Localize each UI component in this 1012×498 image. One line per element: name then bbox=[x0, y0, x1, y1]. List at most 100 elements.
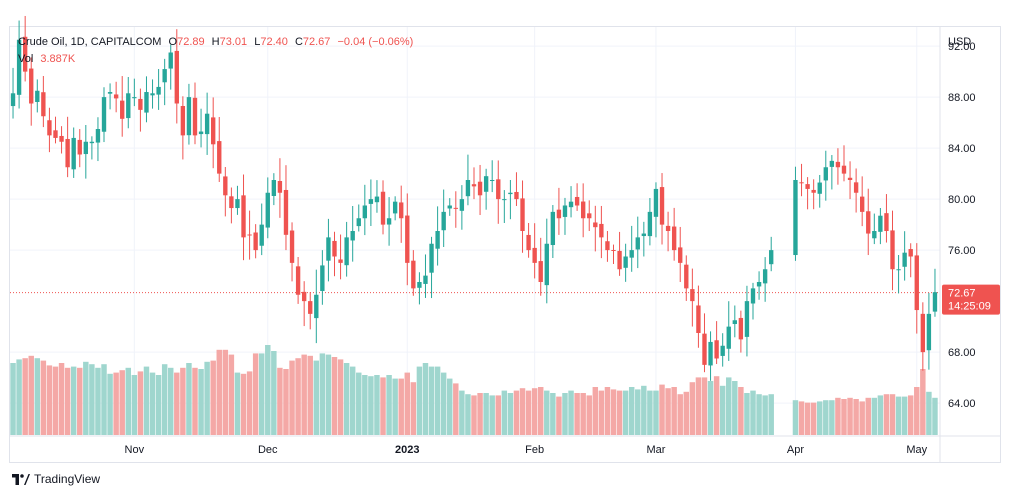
candle-body bbox=[866, 211, 871, 234]
candle-body bbox=[611, 249, 616, 251]
volume-bar bbox=[592, 387, 599, 435]
candle-body bbox=[817, 182, 822, 194]
candle-body bbox=[696, 305, 701, 333]
volume-bar bbox=[307, 355, 313, 435]
volume-bar bbox=[265, 345, 271, 435]
volume-bar bbox=[380, 377, 386, 435]
volume-bars bbox=[10, 345, 938, 435]
candle-body bbox=[835, 161, 841, 168]
volume-bar bbox=[683, 391, 690, 435]
candle-body bbox=[477, 181, 483, 196]
candle-body bbox=[283, 189, 289, 235]
volume-bar bbox=[149, 372, 156, 435]
volume-bar bbox=[835, 397, 841, 435]
candle-body bbox=[35, 90, 40, 102]
candle-body bbox=[198, 131, 204, 135]
volume-bar bbox=[46, 365, 53, 435]
candle-body bbox=[77, 139, 82, 155]
candle-body bbox=[829, 160, 835, 167]
price-tick-label: 80.00 bbox=[948, 194, 976, 206]
time-tick-label: Feb bbox=[525, 444, 544, 456]
candle-body bbox=[878, 215, 883, 232]
volume-bar bbox=[877, 395, 884, 435]
candle-body bbox=[483, 176, 489, 192]
candle-body bbox=[762, 269, 768, 284]
volume-bar bbox=[653, 390, 659, 435]
candle-body bbox=[702, 333, 707, 365]
price-badge-bg bbox=[942, 284, 1000, 315]
volume-bar bbox=[762, 395, 768, 435]
candle-body bbox=[126, 93, 131, 119]
candle-body bbox=[380, 191, 386, 225]
candle-body bbox=[405, 215, 410, 263]
volume-bar bbox=[119, 370, 125, 435]
high-value: 73.01 bbox=[219, 36, 248, 48]
volume-bar bbox=[519, 388, 526, 435]
candle-body bbox=[811, 189, 816, 193]
candle-body bbox=[204, 113, 210, 135]
candle-body bbox=[368, 199, 374, 204]
volume-legend: Vol 3.887K bbox=[18, 53, 75, 65]
volume-bar bbox=[616, 390, 623, 435]
candle-body bbox=[508, 192, 513, 195]
candle-body bbox=[211, 117, 216, 145]
candle-body bbox=[332, 240, 337, 257]
volume-bar bbox=[914, 387, 920, 435]
footer-brand[interactable]: TradingView bbox=[12, 472, 100, 486]
volume-bar bbox=[901, 396, 908, 435]
close-value: 72.67 bbox=[302, 36, 331, 48]
volume-bar bbox=[16, 359, 22, 435]
volume-bar bbox=[562, 393, 568, 435]
candle-body bbox=[623, 256, 628, 268]
volume-bar bbox=[107, 373, 113, 435]
volume-bar bbox=[604, 387, 611, 435]
volume-bar bbox=[337, 359, 344, 435]
candle-body bbox=[186, 97, 192, 136]
candle-body bbox=[174, 50, 179, 104]
candle-body bbox=[520, 198, 525, 231]
low-value: 72.40 bbox=[260, 36, 288, 48]
candle-body bbox=[41, 92, 46, 117]
candle-body bbox=[884, 213, 889, 231]
candle-body bbox=[374, 196, 380, 203]
candle-body bbox=[653, 188, 659, 217]
volume-bar bbox=[695, 377, 702, 435]
volume-bar bbox=[495, 395, 501, 435]
volume-bar bbox=[483, 393, 489, 435]
change-value: −0.04 (−0.06%) bbox=[337, 36, 414, 48]
volume-bar bbox=[289, 360, 295, 435]
candle-body bbox=[235, 199, 240, 209]
candle-body bbox=[859, 196, 865, 212]
candle-body bbox=[417, 282, 422, 288]
candle-body bbox=[16, 39, 22, 95]
volume-bar bbox=[277, 367, 283, 435]
candle-body bbox=[362, 205, 368, 219]
volume-bar bbox=[216, 349, 222, 435]
volume-bar bbox=[641, 385, 647, 435]
volume-bar bbox=[580, 393, 586, 435]
volume-bar bbox=[404, 372, 411, 435]
volume-bar bbox=[331, 357, 338, 435]
candle-body bbox=[344, 237, 349, 266]
volume-bar bbox=[434, 366, 441, 435]
candle-body bbox=[223, 176, 228, 196]
volume-bar bbox=[246, 371, 253, 435]
volume-bar bbox=[422, 363, 429, 435]
volume-bar bbox=[155, 375, 162, 435]
volume-bar bbox=[531, 388, 538, 435]
brand-label: TradingView bbox=[34, 472, 101, 486]
candle-body bbox=[259, 224, 264, 246]
volume-bar bbox=[70, 366, 77, 435]
price-badge: 72.67 14:25:09 bbox=[942, 284, 1000, 315]
volume-bar bbox=[689, 382, 696, 435]
volume-bar bbox=[101, 364, 107, 435]
candle-body bbox=[435, 231, 440, 249]
symbol-label: Crude Oil, 1D, CAPITALCOM bbox=[18, 36, 162, 48]
volume-bar bbox=[768, 394, 774, 435]
volume-bar bbox=[671, 387, 677, 435]
open-value: 72.89 bbox=[177, 36, 205, 48]
candle-body bbox=[538, 261, 543, 282]
candle-body bbox=[241, 195, 246, 238]
volume-bar bbox=[756, 394, 762, 435]
